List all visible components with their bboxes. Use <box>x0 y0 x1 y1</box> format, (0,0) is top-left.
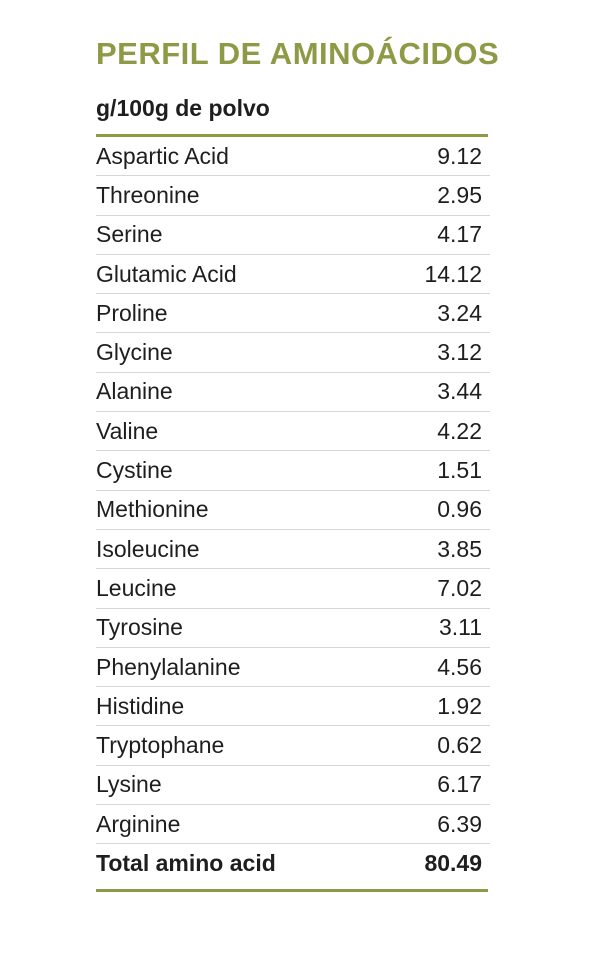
amino-acid-value: 6.39 <box>437 810 482 837</box>
amino-acid-value: 1.51 <box>437 457 482 484</box>
amino-acid-name: Glutamic Acid <box>96 260 237 287</box>
table-row: Histidine 1.92 <box>96 687 490 727</box>
amino-acid-table: Aspartic Acid 9.12 Threonine 2.95 Serine 4.17… <box>96 137 490 845</box>
amino-acid-name: Phenylalanine <box>96 653 241 680</box>
table-row: Methionine 0.96 <box>96 491 490 530</box>
amino-acid-name: Methionine <box>96 496 209 523</box>
amino-acid-value: 3.44 <box>437 378 482 405</box>
amino-acid-value: 9.12 <box>437 142 482 169</box>
amino-acid-name: Tyrosine <box>96 614 183 641</box>
table-row: Isoleucine 3.85 <box>96 530 490 570</box>
table-row: Threonine 2.95 <box>96 176 490 216</box>
amino-acid-name: Glycine <box>96 339 173 366</box>
bottom-divider <box>96 888 488 892</box>
table-row: Lysine 6.17 <box>96 766 490 806</box>
amino-acid-name: Histidine <box>96 692 185 719</box>
table-row: Tryptophane 0.62 <box>96 726 490 766</box>
amino-acid-name: Leucine <box>96 574 177 601</box>
table-row: Phenylalanine 4.56 <box>96 648 490 688</box>
amino-acid-value: 0.62 <box>437 732 482 759</box>
amino-acid-value: 4.22 <box>437 417 482 444</box>
amino-acid-name: Lysine <box>96 771 162 798</box>
table-row: Glutamic Acid 14.12 <box>96 255 490 295</box>
amino-acid-name: Threonine <box>96 181 200 208</box>
amino-acid-name: Serine <box>96 221 163 248</box>
amino-acid-name: Cystine <box>96 457 173 484</box>
amino-acid-name: Arginine <box>96 810 181 837</box>
amino-acid-value: 3.11 <box>438 614 482 641</box>
total-row: Total amino acid 80.49 <box>96 844 490 883</box>
amino-acid-value: 1.92 <box>437 692 482 719</box>
amino-acid-name: Aspartic Acid <box>96 142 229 169</box>
page-title: PERFIL DE AMINOÁCIDOS <box>96 36 500 71</box>
amino-acid-value: 4.17 <box>437 221 482 248</box>
table-subtitle: g/100g de polvo <box>96 95 270 121</box>
table-row: Proline 3.24 <box>96 294 490 334</box>
amino-acid-value: 7.02 <box>437 574 482 601</box>
table-row: Glycine 3.12 <box>96 333 490 373</box>
amino-acid-name: Alanine <box>96 378 173 405</box>
amino-acid-value: 3.85 <box>437 535 482 562</box>
amino-acid-value: 2.95 <box>437 181 482 208</box>
amino-acid-name: Proline <box>96 299 168 326</box>
amino-acid-value: 0.96 <box>437 496 482 523</box>
table-row: Leucine 7.02 <box>96 569 490 609</box>
amino-acid-name: Valine <box>96 417 159 444</box>
table-row: Valine 4.22 <box>96 412 490 452</box>
total-label: Total amino acid <box>96 850 276 877</box>
amino-acid-value: 4.56 <box>437 653 482 680</box>
table-row: Serine 4.17 <box>96 216 490 255</box>
amino-acid-name: Isoleucine <box>96 535 200 562</box>
table-row: Arginine 6.39 <box>96 805 490 845</box>
amino-acid-name: Tryptophane <box>96 732 225 759</box>
table-row: Tyrosine 3.11 <box>96 609 490 648</box>
amino-acid-value: 14.12 <box>424 260 482 287</box>
table-row: Alanine 3.44 <box>96 373 490 413</box>
table-row: Cystine 1.51 <box>96 451 490 491</box>
top-divider <box>96 134 488 137</box>
table-row: Aspartic Acid 9.12 <box>96 137 490 177</box>
amino-acid-value: 3.12 <box>437 339 482 366</box>
amino-acid-value: 3.24 <box>437 299 482 326</box>
total-value: 80.49 <box>424 850 482 877</box>
amino-acid-profile-card: PERFIL DE AMINOÁCIDOS g/100g de polvo As… <box>96 32 500 892</box>
amino-acid-value: 6.17 <box>437 771 482 798</box>
